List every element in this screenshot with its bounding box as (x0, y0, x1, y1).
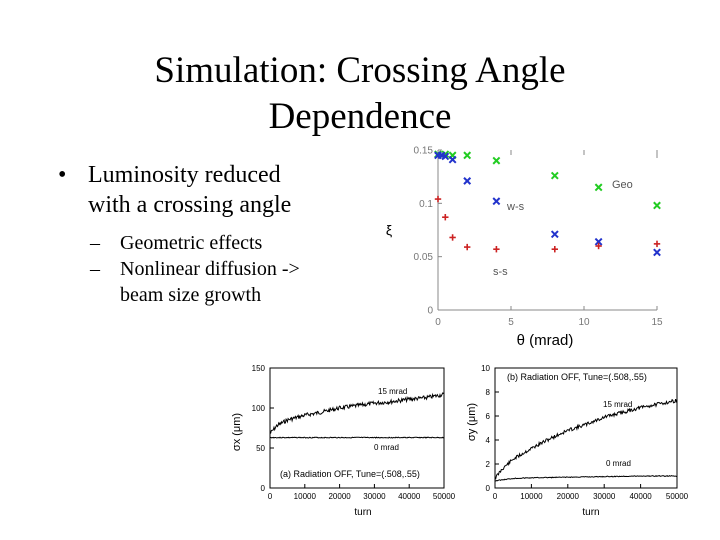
sub-bullet-dash: – (90, 258, 100, 280)
sigma-x-plot: 0 10000 20000 30000 40000 50000 0 50 100 150 σx (… (231, 364, 456, 518)
slide-title: Simulation: Crossing Angle Dependence (0, 48, 720, 141)
series-line-0mrad (494, 474, 678, 482)
x-tick-label: 30000 (593, 492, 616, 501)
y-tick-label: 2 (486, 460, 491, 469)
sub-bullet-dash: – (90, 232, 100, 254)
sigma-y-plot: 0 10000 20000 30000 40000 50000 0 2 4 6 8 10 σy (μm… (466, 364, 689, 518)
y-axis-label: σy (μm) (466, 403, 478, 441)
x-marker-point (594, 237, 603, 246)
annotation-geo: Geo (612, 179, 633, 191)
x-marker-point (448, 155, 457, 164)
plot-legend: (b) Radiation OFF, Tune=(.508,.55) (507, 372, 647, 382)
x-marker-point (653, 248, 661, 257)
plus-marker-point (464, 243, 471, 251)
plot-frame (269, 367, 445, 489)
plus-marker-point (551, 246, 558, 253)
y-tick-label: 6 (486, 412, 491, 421)
sub-bullet-text-line2: beam size growth (120, 284, 262, 306)
x-tick-label: 50000 (433, 492, 456, 501)
luminosity-scatter-plot: 0 5 10 15 0 0.05 0.1 0.15 ξ θ (mrad) Geo w-s s-… (386, 146, 663, 350)
x-tick-label: 10000 (520, 492, 543, 501)
plus-marker-point (493, 246, 500, 253)
series-line-15mrad (269, 392, 445, 435)
x-marker-point (492, 156, 501, 165)
plus-marker-point (442, 214, 449, 221)
x-marker-point (463, 151, 472, 160)
series-label-15mrad: 15 mrad (378, 387, 407, 396)
y-tick-label: 8 (486, 388, 491, 397)
series-line-15mrad (495, 398, 678, 480)
y-axis-label: ξ (386, 222, 392, 238)
y-tick-label: 50 (256, 444, 265, 453)
y-tick-label: 0 (486, 484, 491, 493)
x-marker-point (463, 177, 472, 185)
x-tick-label: 20000 (557, 492, 580, 501)
slide-title-line1: Simulation: Crossing Angle (154, 50, 566, 91)
y-tick-label: 0.05 (414, 252, 434, 263)
x-marker-point (550, 230, 559, 239)
sub-bullet-item: – Geometric effects (58, 230, 398, 256)
y-axis-label: σx (μm) (231, 413, 243, 451)
x-tick-label: 30000 (363, 492, 386, 501)
x-tick-label: 0 (268, 492, 273, 501)
x-tick-label: 0 (435, 317, 441, 328)
x-marker-point (492, 197, 501, 206)
y-tick-label: 0.1 (419, 199, 433, 210)
x-axis-label: turn (354, 507, 371, 518)
y-tick-label: 0.15 (414, 146, 434, 157)
sub-bullet-text-line1: Nonlinear diffusion -> (120, 258, 300, 280)
y-tick-label: 4 (486, 436, 491, 445)
x-tick-label: 10 (578, 317, 590, 328)
x-marker-point (441, 152, 450, 161)
series-label-0mrad: 0 mrad (606, 459, 631, 468)
y-tick-label: 10 (481, 364, 490, 373)
x-tick-label: 0 (493, 492, 498, 501)
bullet-item: • Luminosity reduced with a crossing ang… (58, 160, 398, 220)
bullet-list: • Luminosity reduced with a crossing ang… (58, 160, 398, 308)
x-tick-label: 15 (651, 317, 663, 328)
x-axis-label: θ (mrad) (517, 332, 574, 349)
x-tick-label: 5 (508, 317, 514, 328)
sub-bullet-text: Geometric effects (120, 232, 263, 254)
x-tick-label: 40000 (629, 492, 652, 501)
series-label-15mrad: 15 mrad (603, 400, 632, 409)
series-line-0mrad (269, 436, 445, 439)
sub-bullet-item: – Nonlinear diffusion -> beam size growt… (58, 256, 398, 308)
bullet-text-line2: with a crossing angle (88, 192, 292, 218)
plus-marker-point (595, 242, 602, 250)
x-axis-label: turn (582, 507, 599, 518)
annotation-ws: w-s (506, 201, 525, 213)
plus-marker-point (653, 240, 661, 248)
x-tick-label: 50000 (666, 492, 689, 501)
x-marker-point (653, 201, 661, 210)
y-tick-label: 100 (252, 404, 266, 413)
y-tick-label: 0 (427, 306, 433, 317)
plus-marker-point (434, 195, 442, 203)
plus-marker-point (449, 234, 456, 241)
x-tick-label: 10000 (294, 492, 317, 501)
x-marker-point (594, 183, 603, 192)
bullet-text-line1: Luminosity reduced (88, 162, 281, 188)
annotation-ss: s-s (493, 266, 508, 278)
x-marker-point (550, 171, 559, 180)
plot-legend: (a) Radiation OFF, Tune=(.508,.55) (280, 469, 420, 479)
slide-title-line2: Dependence (268, 96, 452, 138)
x-tick-label: 20000 (328, 492, 351, 501)
x-tick-label: 40000 (398, 492, 421, 501)
series-label-0mrad: 0 mrad (374, 443, 399, 452)
plot-frame (494, 367, 678, 489)
y-tick-label: 150 (252, 364, 266, 373)
y-tick-label: 0 (261, 484, 266, 493)
bullet-dot: • (58, 162, 67, 188)
